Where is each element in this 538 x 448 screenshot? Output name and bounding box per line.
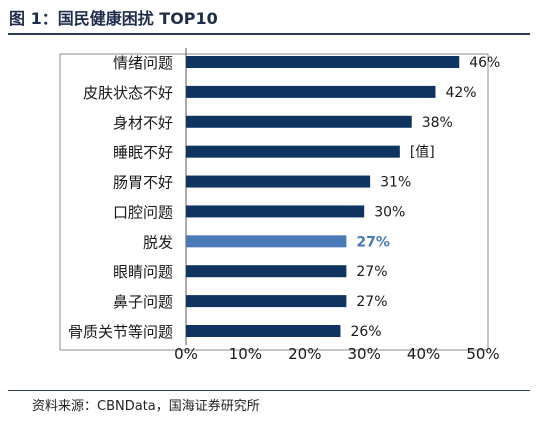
data-label: 31% <box>380 175 411 191</box>
bar <box>186 205 365 218</box>
data-label: [值] <box>410 145 435 161</box>
category-label: 肠胃不好 <box>113 174 173 192</box>
x-tick-label: 50% <box>466 345 499 363</box>
category-label: 睡眠不好 <box>113 144 173 162</box>
source-note: 资料来源：CBNData，国海证券研究所 <box>32 399 260 414</box>
title-divider <box>8 33 530 35</box>
x-tick-label: 0% <box>174 345 198 363</box>
data-label: 27% <box>356 264 387 280</box>
bar <box>186 85 436 98</box>
data-label: 27% <box>356 294 387 310</box>
x-tick-label: 30% <box>348 345 381 363</box>
x-tick-label: 10% <box>229 345 262 363</box>
category-label: 情绪问题 <box>113 54 173 72</box>
bar <box>186 175 371 188</box>
source-divider <box>8 390 530 391</box>
data-label: 27% <box>356 234 390 250</box>
plot-area-border <box>59 53 489 351</box>
category-label: 皮肤状态不好 <box>83 84 173 102</box>
category-label: 身材不好 <box>113 114 173 132</box>
bar <box>186 265 347 278</box>
bar <box>186 325 341 337</box>
bar <box>186 235 347 248</box>
x-tick-label: 40% <box>407 345 440 363</box>
data-label: 38% <box>422 115 453 131</box>
data-label: 42% <box>445 85 476 101</box>
bar <box>186 56 460 68</box>
data-label: 26% <box>350 324 381 340</box>
bar <box>186 145 400 158</box>
category-label: 口腔问题 <box>113 203 173 221</box>
data-label: 46% <box>469 55 500 71</box>
category-label: 鼻子问题 <box>113 293 173 311</box>
bar <box>186 295 347 308</box>
category-label: 脱发 <box>143 233 173 251</box>
category-label: 眼睛问题 <box>113 263 173 281</box>
data-label: 30% <box>374 204 405 220</box>
x-tick-label: 20% <box>288 345 321 363</box>
category-label: 骨质关节等问题 <box>68 323 173 341</box>
figure-title: 图 1：国民健康困扰 TOP10 <box>9 9 218 28</box>
bar <box>186 115 412 128</box>
